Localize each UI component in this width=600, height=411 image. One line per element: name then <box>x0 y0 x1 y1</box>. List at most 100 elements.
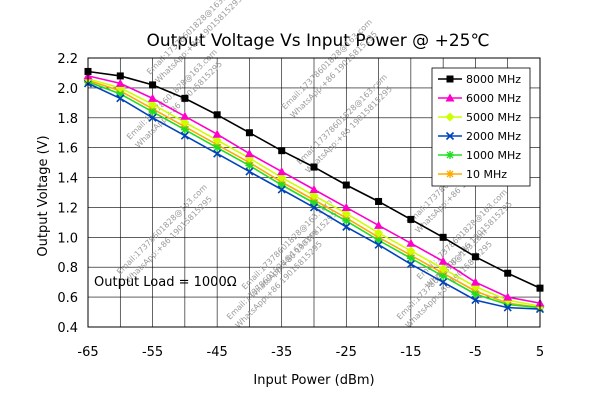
data-point <box>180 131 189 140</box>
x-tick-labels: -65 -55 -45 -35 -25 -15 -5 5 <box>77 345 544 360</box>
y-tick-label: 1.0 <box>57 231 78 246</box>
legend-marker <box>446 75 454 83</box>
legend-item: 2000 MHz <box>438 130 521 143</box>
data-point <box>149 81 157 89</box>
data-point <box>503 303 512 312</box>
data-point <box>244 149 254 158</box>
data-point <box>116 89 125 98</box>
legend-item: 1000 MHz <box>438 149 521 162</box>
legend-item: 8000 MHz <box>438 73 521 86</box>
data-point <box>406 246 416 256</box>
legend-marker <box>445 112 455 122</box>
y-tick-label: 1.8 <box>57 112 78 127</box>
data-point <box>439 278 448 287</box>
data-point <box>180 125 189 134</box>
data-point <box>439 233 447 241</box>
y-tick-label: 1.2 <box>57 201 78 216</box>
data-point <box>439 272 448 281</box>
series-2000-mhz <box>83 79 545 314</box>
data-point <box>277 185 286 194</box>
data-point <box>116 72 124 80</box>
y-tick-label: 2.2 <box>57 52 78 67</box>
data-point <box>115 78 125 87</box>
legend-item: 5000 MHz <box>438 111 521 124</box>
x-tick-label: -15 <box>400 345 421 360</box>
data-point <box>277 167 287 176</box>
data-point <box>406 260 415 269</box>
legend-box <box>431 67 531 187</box>
legend-marker <box>445 131 455 141</box>
y-tick-label: 2.0 <box>57 82 78 97</box>
data-point <box>374 240 383 249</box>
legend-label: 10 MHz <box>466 168 507 181</box>
x-tick-label: -25 <box>336 345 357 360</box>
data-point <box>245 167 254 176</box>
data-point <box>277 173 287 183</box>
data-point <box>341 208 351 218</box>
data-point <box>341 202 351 211</box>
data-point <box>342 222 351 231</box>
data-point <box>148 113 157 122</box>
x-tick-label: -55 <box>142 345 163 360</box>
data-point <box>213 111 221 119</box>
data-point <box>374 236 383 245</box>
data-point <box>503 292 513 301</box>
data-point <box>310 198 318 207</box>
data-point <box>438 256 448 265</box>
y-tick-label: 0.6 <box>57 291 78 306</box>
data-point <box>148 107 157 116</box>
data-point <box>212 129 222 138</box>
data-point <box>309 190 319 200</box>
y-tick-labels: 0.4 0.6 0.8 1.0 1.2 1.4 1.6 1.8 2.0 2.2 <box>57 52 78 336</box>
y-tick-label: 0.8 <box>57 261 78 276</box>
legend-label: 2000 MHz <box>466 130 521 143</box>
data-point <box>181 94 189 102</box>
series-8000-mhz <box>84 67 544 292</box>
data-point <box>278 147 286 155</box>
legend-label: 5000 MHz <box>466 111 521 124</box>
data-point <box>470 277 480 286</box>
data-point <box>310 163 318 171</box>
data-point <box>148 93 158 102</box>
data-point <box>180 111 190 120</box>
x-tick-label: -5 <box>469 345 482 360</box>
x-tick-label: 5 <box>536 345 544 360</box>
data-point <box>245 129 253 137</box>
data-point <box>212 135 222 145</box>
data-point <box>213 149 222 158</box>
x-tick-label: -35 <box>271 345 292 360</box>
data-point <box>374 220 384 229</box>
legend-item: 10 MHz <box>438 168 507 181</box>
legend-marker <box>446 151 454 159</box>
chart-title: Output Voltage Vs Input Power @ +25℃ <box>146 31 489 51</box>
data-point <box>471 253 479 261</box>
legend: 8000 MHz 6000 MHz 5000 MHz 2000 MHz 1000 MHz… <box>431 67 531 187</box>
data-point <box>245 161 254 170</box>
data-point <box>277 181 286 190</box>
legend-item: 6000 MHz <box>438 92 521 105</box>
data-point <box>406 238 416 247</box>
data-point <box>471 296 480 305</box>
data-point <box>407 215 415 223</box>
data-point <box>116 94 125 103</box>
watermark-text: Email:17378601828@163.com <box>115 182 209 276</box>
x-tick-label: -65 <box>77 345 98 360</box>
legend-label: 8000 MHz <box>466 73 521 86</box>
watermark-text: WhatsApp:+86 19015815295 <box>304 84 394 174</box>
data-point <box>504 269 512 277</box>
legend-marker <box>445 93 455 102</box>
legend-marker <box>446 170 454 178</box>
data-point <box>471 290 480 299</box>
y-tick-label: 0.4 <box>57 321 78 336</box>
data-point <box>375 197 383 205</box>
data-point <box>406 254 415 263</box>
legend-label: 6000 MHz <box>466 92 521 105</box>
legend-label: 1000 MHz <box>466 149 521 162</box>
plot-frame <box>87 57 541 328</box>
data-point <box>213 143 222 152</box>
data-point <box>309 185 319 194</box>
data-point <box>342 216 351 225</box>
